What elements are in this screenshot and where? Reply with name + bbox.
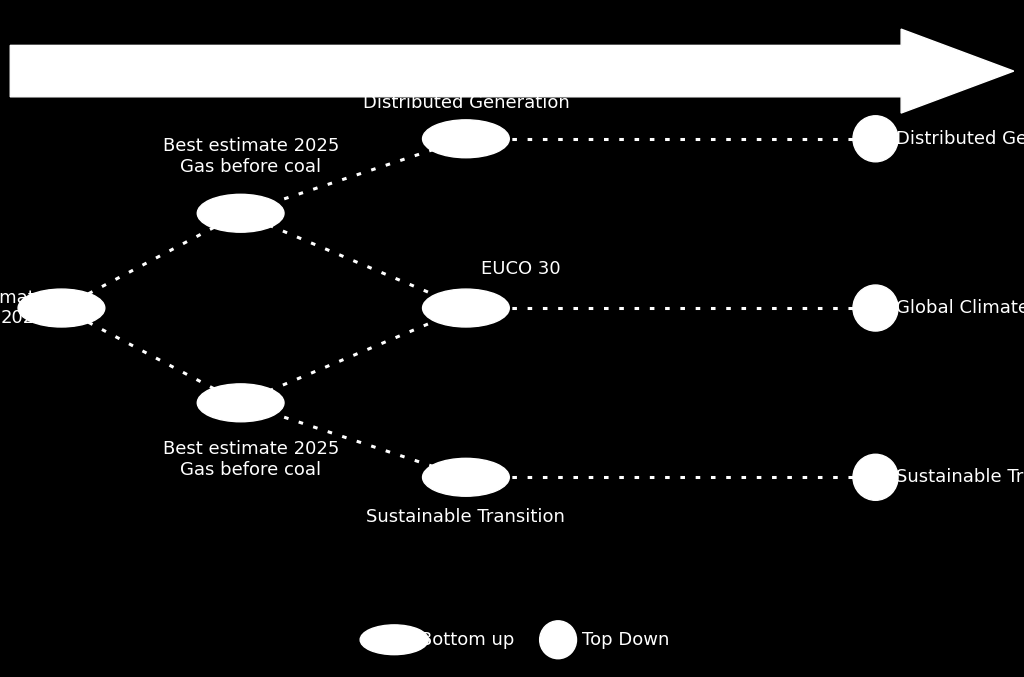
Ellipse shape	[423, 458, 509, 496]
Ellipse shape	[423, 120, 509, 158]
Text: Distributed Generation: Distributed Generation	[362, 93, 569, 112]
Text: Sustainable Transition: Sustainable Transition	[367, 508, 565, 526]
Ellipse shape	[853, 285, 898, 331]
Text: Best estimate 2025
Gas before coal: Best estimate 2025 Gas before coal	[163, 137, 339, 176]
Ellipse shape	[853, 454, 898, 500]
Text: EUCO 30: EUCO 30	[481, 259, 561, 278]
Text: Best estimate
2020: Best estimate 2020	[0, 288, 46, 328]
Text: Sustainable Transition: Sustainable Transition	[896, 468, 1024, 486]
Text: Global Climate Action: Global Climate Action	[896, 299, 1024, 317]
Ellipse shape	[540, 621, 577, 659]
Text: Best estimate 2025
Gas before coal: Best estimate 2025 Gas before coal	[163, 440, 339, 479]
Ellipse shape	[360, 625, 428, 655]
Text: Bottom up: Bottom up	[420, 631, 514, 649]
Ellipse shape	[198, 194, 284, 232]
Ellipse shape	[18, 289, 104, 327]
Ellipse shape	[198, 384, 284, 422]
Polygon shape	[10, 29, 1014, 113]
Text: Top Down: Top Down	[582, 631, 669, 649]
Ellipse shape	[853, 116, 898, 162]
Ellipse shape	[423, 289, 509, 327]
Text: Distributed Generation: Distributed Generation	[896, 130, 1024, 148]
